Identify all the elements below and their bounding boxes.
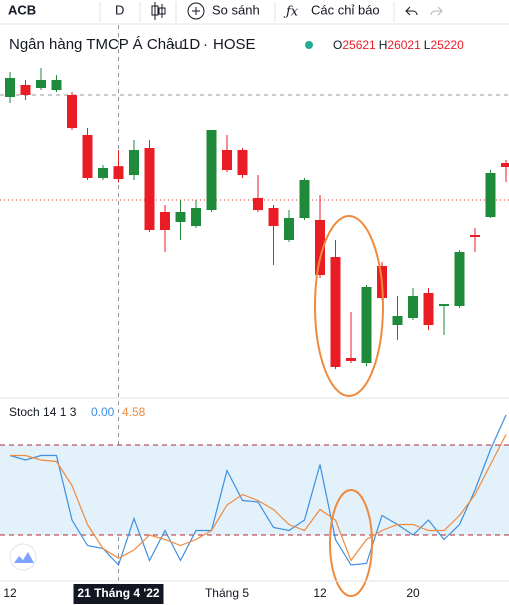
candle-body	[330, 257, 341, 367]
stoch-pane	[0, 414, 509, 567]
candle-body	[392, 316, 403, 325]
candle-body	[113, 166, 124, 179]
candle-body	[206, 130, 217, 210]
logo	[9, 543, 37, 571]
compare-icon[interactable]	[187, 2, 205, 20]
time-axis: 12 21 Tháng 4 '22 Tháng 5 12 20	[3, 584, 420, 604]
drawing-ellipse[interactable]	[329, 489, 373, 597]
candle-body	[315, 220, 325, 275]
stoch-line	[10, 434, 507, 562]
candle-body	[160, 212, 170, 230]
candle-body	[51, 80, 62, 90]
ohlc-readout: O25621 H26021 L25220	[333, 38, 464, 52]
compare-button[interactable]: So sánh	[212, 2, 260, 17]
undo-button[interactable]	[405, 6, 418, 16]
redo-button[interactable]	[430, 6, 443, 16]
readout-value: 25621	[342, 38, 376, 52]
stoch-line	[9, 414, 507, 567]
readout-value: 25220	[430, 38, 464, 52]
candle-body	[485, 173, 496, 217]
symbol[interactable]: ACB	[8, 2, 36, 17]
drawing-ellipse[interactable]	[314, 215, 384, 397]
x-tick-label: 12	[3, 586, 17, 600]
interval-button[interactable]: D	[115, 2, 124, 17]
candle-body	[454, 252, 465, 306]
candle-body	[5, 78, 15, 97]
candle-body	[439, 304, 449, 306]
candle-body	[253, 198, 263, 210]
x-tick-label: Tháng 5	[205, 586, 249, 600]
candle-body	[129, 150, 139, 175]
candle-body	[98, 168, 108, 178]
indicators-button[interactable]: Các chỉ báo	[311, 2, 380, 17]
candle-body	[175, 212, 186, 222]
candle-body	[268, 208, 279, 226]
band-fill	[0, 445, 509, 535]
x-tick-label: 20	[406, 586, 420, 600]
separator-dot: ·	[171, 36, 176, 53]
readout-key: L	[424, 38, 431, 52]
candle-body	[408, 296, 418, 318]
candle-body	[361, 287, 372, 363]
candle-body	[299, 180, 310, 218]
x-tick-label: 12	[313, 586, 327, 600]
candle-body	[67, 95, 77, 128]
toolbar	[0, 0, 509, 24]
x-tick-label: 21 Tháng 4 '22	[77, 586, 160, 600]
candle-body	[346, 358, 356, 361]
indicators-icon[interactable]: ƒx	[283, 5, 299, 20]
readout-value: 26021	[387, 38, 421, 52]
stoch-d-readout: 4.58	[122, 405, 146, 419]
price-pane	[0, 25, 509, 581]
readout-key: O	[333, 38, 342, 52]
candle-body	[191, 208, 201, 226]
candle-body	[470, 235, 480, 237]
candle-body	[237, 150, 248, 175]
candle-body	[222, 150, 232, 170]
candle-body	[82, 135, 93, 178]
chart-title: Ngân hàng TMCP Á Châu	[9, 36, 183, 53]
candle-body	[20, 85, 31, 95]
candle-body	[501, 163, 509, 167]
stoch-title: Stoch 14 1 3	[9, 405, 77, 419]
stoch-k-readout: 0.00	[91, 405, 115, 419]
candle-body	[284, 218, 294, 240]
chart-type-icon[interactable]	[151, 2, 166, 20]
readout-key: H	[379, 38, 388, 52]
crosshair-time-label-bg	[73, 584, 164, 604]
candle-body	[36, 80, 46, 88]
candle-body	[423, 293, 434, 325]
market-status	[305, 41, 313, 49]
exchange-label: HOSE	[213, 36, 256, 53]
candle-body	[144, 148, 155, 230]
interval-label: 1D	[181, 36, 200, 53]
separator-dot: ·	[203, 36, 208, 53]
